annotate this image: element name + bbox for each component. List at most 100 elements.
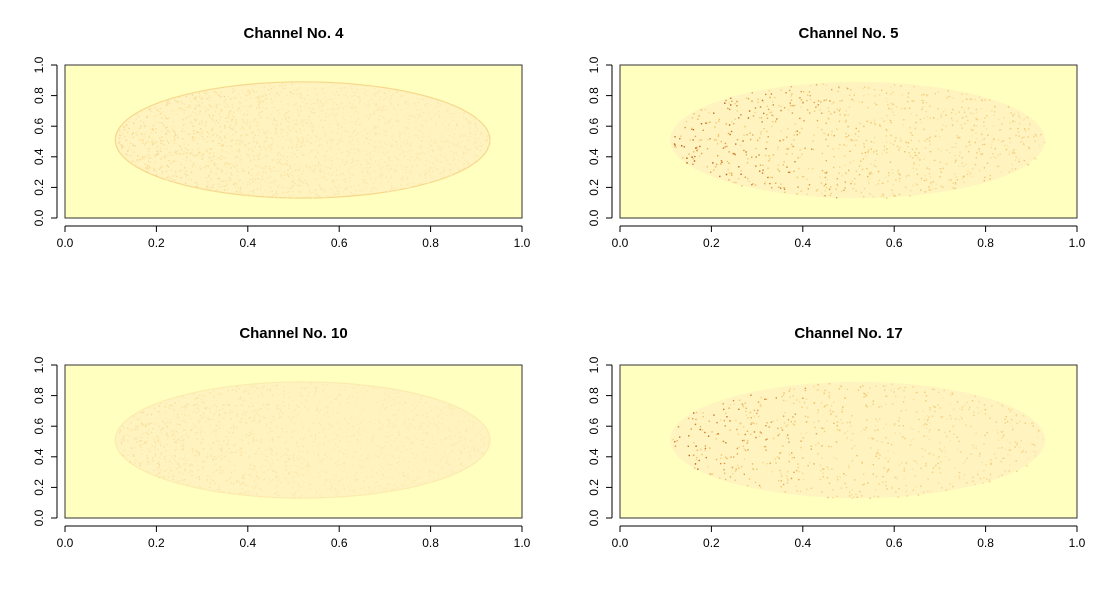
heatmap-cell [300,402,303,404]
heatmap-cell [769,182,771,185]
heatmap-cell [462,116,464,118]
heatmap-cell [1001,123,1003,125]
heatmap-cell [174,179,176,181]
heatmap-cell [278,184,280,187]
heatmap-cell [395,141,397,143]
heatmap-cell [186,174,189,176]
heatmap-cell [292,456,294,459]
heatmap-cell [409,482,411,485]
heatmap-cell [244,451,247,454]
heatmap-cell [465,117,467,120]
heatmap-cell [128,127,130,130]
heatmap-cell [423,422,425,424]
heatmap-cell [1018,158,1020,160]
heatmap-cell [269,175,271,178]
heatmap-cell [149,450,151,452]
heatmap-cell [254,385,256,387]
heatmap-cell [786,166,788,168]
heatmap-cell [1028,124,1031,126]
heatmap-cell [385,455,387,457]
heatmap-cell [427,420,429,423]
heatmap-cell [892,103,894,105]
heatmap-cell [136,418,139,420]
heatmap-cell [190,114,192,117]
heatmap-cell [355,169,357,171]
heatmap-cell [391,425,393,428]
heatmap-cell [837,90,840,93]
heatmap-cell [887,172,890,174]
heatmap-cell [330,458,332,460]
heatmap-cell [727,107,729,110]
heatmap-cell [342,178,344,181]
heatmap-cell [431,132,433,135]
heatmap-cell [1034,158,1037,160]
heatmap-cell [209,148,211,150]
heatmap-cell [242,400,244,402]
heatmap-cell [370,178,373,181]
heatmap-cell [407,103,409,105]
heatmap-cell [922,102,924,104]
heatmap-cell [906,174,908,176]
heatmap-cell [286,162,288,165]
heatmap-cell [157,436,159,438]
heatmap-cell [317,99,320,102]
heatmap-cell [373,163,375,166]
heatmap-cell [879,124,881,126]
heatmap-cell [895,179,897,181]
heatmap-cell [894,194,896,197]
heatmap-cell [194,119,197,122]
heatmap-cell [402,472,404,474]
heatmap-cell [291,185,293,188]
heatmap-cell [406,393,408,395]
y-tick-label: 0.6 [32,118,46,135]
heatmap-cell [274,433,276,435]
heatmap-cell [263,416,265,418]
heatmap-cell [314,155,317,158]
heatmap-cell [125,124,128,126]
heatmap-cell [395,169,397,171]
heatmap-cell [411,425,414,427]
heatmap-cell [450,429,452,431]
heatmap-cell [179,145,181,147]
heatmap-cell [343,122,345,124]
heatmap-cell [252,440,254,443]
heatmap-cell [403,150,406,152]
heatmap-cell [331,119,334,121]
heatmap-cell [218,440,220,442]
heatmap-cell [217,186,220,188]
heatmap-cell [189,482,191,484]
heatmap-cell [184,173,186,176]
heatmap-cell [883,196,885,198]
heatmap-cell [452,159,455,161]
heatmap-cell [962,176,964,178]
heatmap-cell [261,167,264,169]
heatmap-cell [992,153,994,155]
heatmap-cell [230,427,233,429]
heatmap-cell [233,445,235,447]
heatmap-cell [335,434,338,436]
heatmap-cell [174,134,177,136]
heatmap-cell [178,96,180,98]
heatmap-cell [209,444,211,447]
heatmap-cell [296,93,298,96]
heatmap-cell [319,189,322,191]
heatmap-cell [336,491,338,493]
heatmap-cell [310,126,312,128]
heatmap-cell [335,465,338,467]
heatmap-cell [309,110,311,112]
heatmap-cell [338,450,341,453]
heatmap-cell [272,159,274,161]
heatmap-cell [307,415,309,418]
heatmap-cell [279,411,281,413]
heatmap-cell [980,108,982,110]
heatmap-cell [413,416,415,419]
heatmap-cell [252,437,254,439]
heatmap-cell [342,172,344,175]
heatmap-cell [364,420,367,422]
heatmap-cell [241,167,243,170]
heatmap-cell [371,169,374,171]
heatmap-cell [403,436,405,439]
heatmap-cell [285,186,287,189]
heatmap-cell [309,125,311,127]
heatmap-cell [151,137,153,140]
